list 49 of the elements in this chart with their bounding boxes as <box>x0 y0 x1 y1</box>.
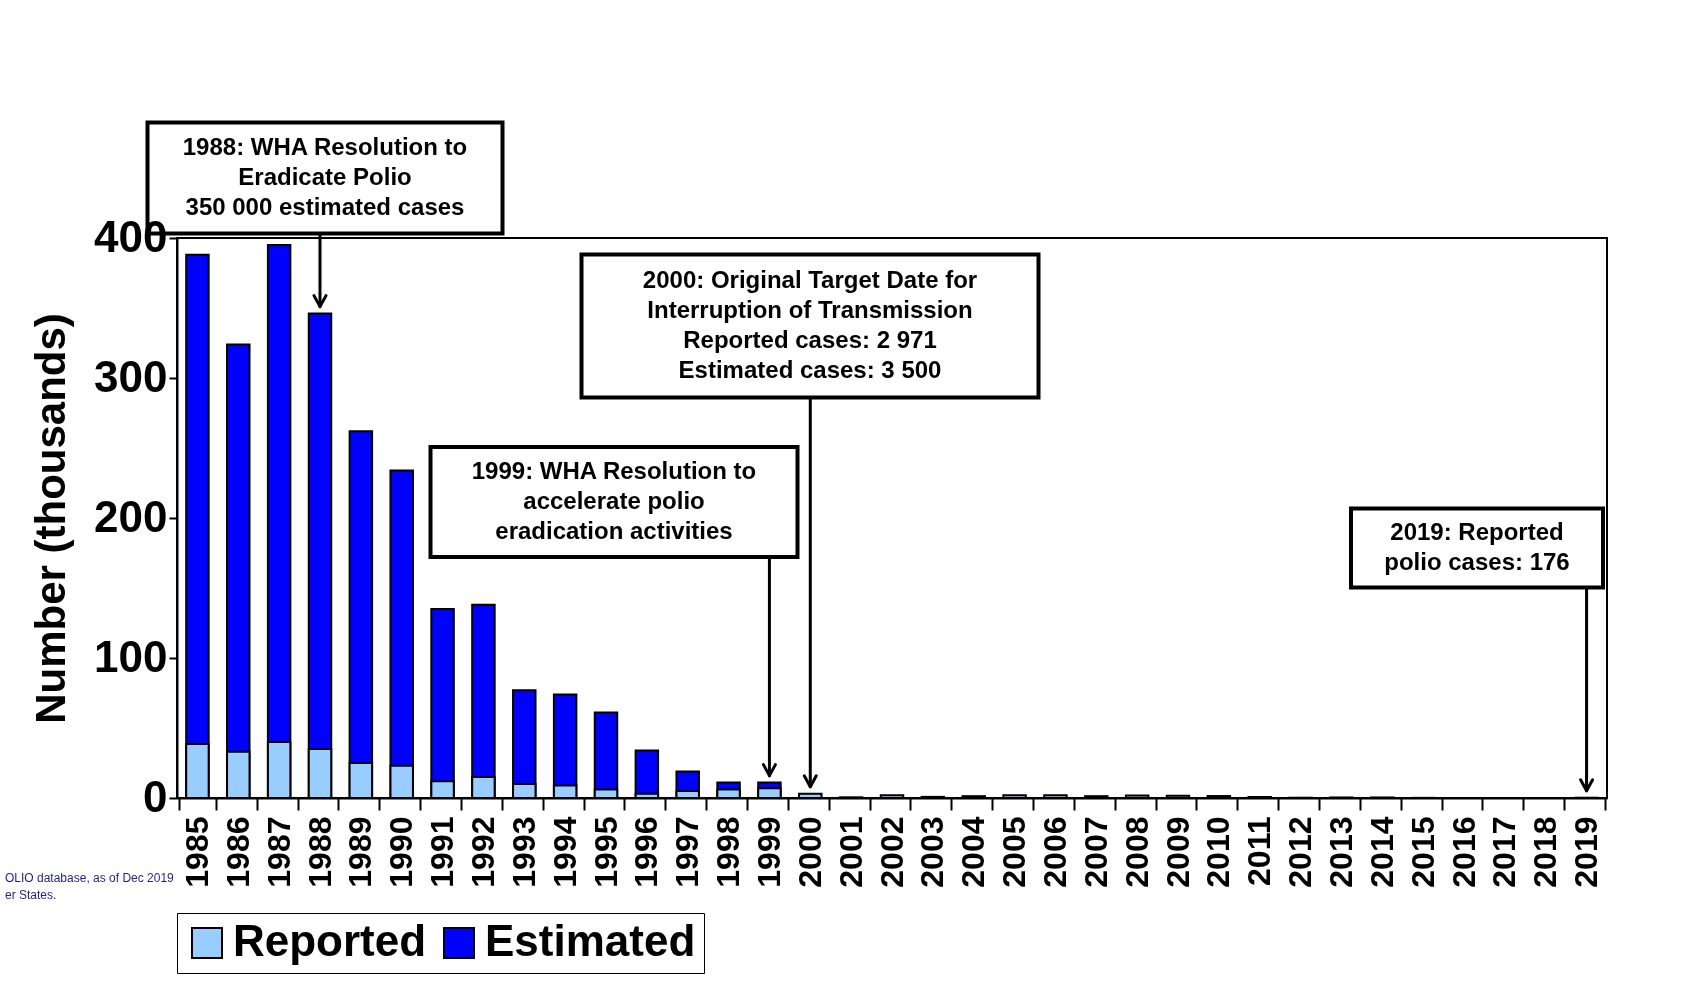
y-tick-label: 200 <box>94 491 168 541</box>
x-tick-label: 1989 <box>342 816 379 888</box>
x-tick-label: 2012 <box>1282 816 1319 888</box>
x-tick-label: 2013 <box>1322 816 1359 888</box>
x-tick-label: 2014 <box>1363 816 1400 888</box>
legend-label: Estimated <box>485 916 696 965</box>
x-tick-label: 1994 <box>546 816 583 888</box>
x-tick-label: 1995 <box>587 816 624 888</box>
x-tick-label: 1987 <box>260 816 297 888</box>
x-tick-label: 2018 <box>1527 816 1564 888</box>
annotation: 1999: WHA Resolution to accelerate polio eradication activities <box>471 457 757 544</box>
text: er States. <box>5 888 57 902</box>
x-tick-label: 1985 <box>178 816 215 888</box>
annotation: 2019: Reported polio cases: 176 <box>1384 518 1570 575</box>
y-tick-label: 100 <box>94 631 168 681</box>
x-tick-label: 2015 <box>1404 816 1441 888</box>
x-tick-label: 2000 <box>791 816 828 888</box>
x-tick-label: 2004 <box>955 816 992 888</box>
x-tick-label: 1998 <box>710 816 747 888</box>
x-tick-label: 1999 <box>750 816 787 888</box>
x-tick-label: 2017 <box>1486 816 1523 888</box>
x-tick-label: 2011 <box>1241 816 1278 886</box>
x-tick-label: 2006 <box>1036 816 1073 888</box>
x-tick-label: 2002 <box>873 816 910 888</box>
y-tick-label: 0 <box>143 771 168 821</box>
x-tick-label: 2001 <box>832 816 869 888</box>
y-axis-title: Number (thousands) <box>27 313 75 724</box>
x-tick-label: 2008 <box>1118 816 1155 888</box>
x-tick-label: 2007 <box>1077 816 1114 888</box>
x-tick-label: 1993 <box>505 816 542 888</box>
y-tick-label: 300 <box>94 351 168 401</box>
x-tick-label: 1991 <box>424 816 461 888</box>
y-tick-label: 400 <box>94 211 168 261</box>
annotation: 2000: Original Target Date for Interruption of Transmission Reported cases: 2 971 Estimated cases: 3 500 <box>642 266 978 383</box>
x-tick-label: 1990 <box>383 816 420 888</box>
x-tick-label: 1986 <box>219 816 256 888</box>
x-tick-label: 2010 <box>1200 816 1237 888</box>
x-tick-label: 2003 <box>914 816 951 888</box>
text: OLIO database, as of Dec 2019 <box>5 871 175 885</box>
x-tick-label: 1996 <box>628 816 665 888</box>
annotation: 1988: WHA Resolution to Eradicate Polio 350 000 estimated cases <box>182 133 468 220</box>
x-tick-label: 2019 <box>1568 816 1605 888</box>
x-tick-label: 2005 <box>996 816 1033 888</box>
legend-label: Reported <box>233 916 427 965</box>
x-tick-label: 1992 <box>464 816 501 888</box>
x-tick-label: 2016 <box>1445 816 1482 888</box>
x-tick-label: 1997 <box>669 816 706 888</box>
x-tick-label: 2009 <box>1159 816 1196 888</box>
x-tick-label: 1988 <box>301 816 338 888</box>
